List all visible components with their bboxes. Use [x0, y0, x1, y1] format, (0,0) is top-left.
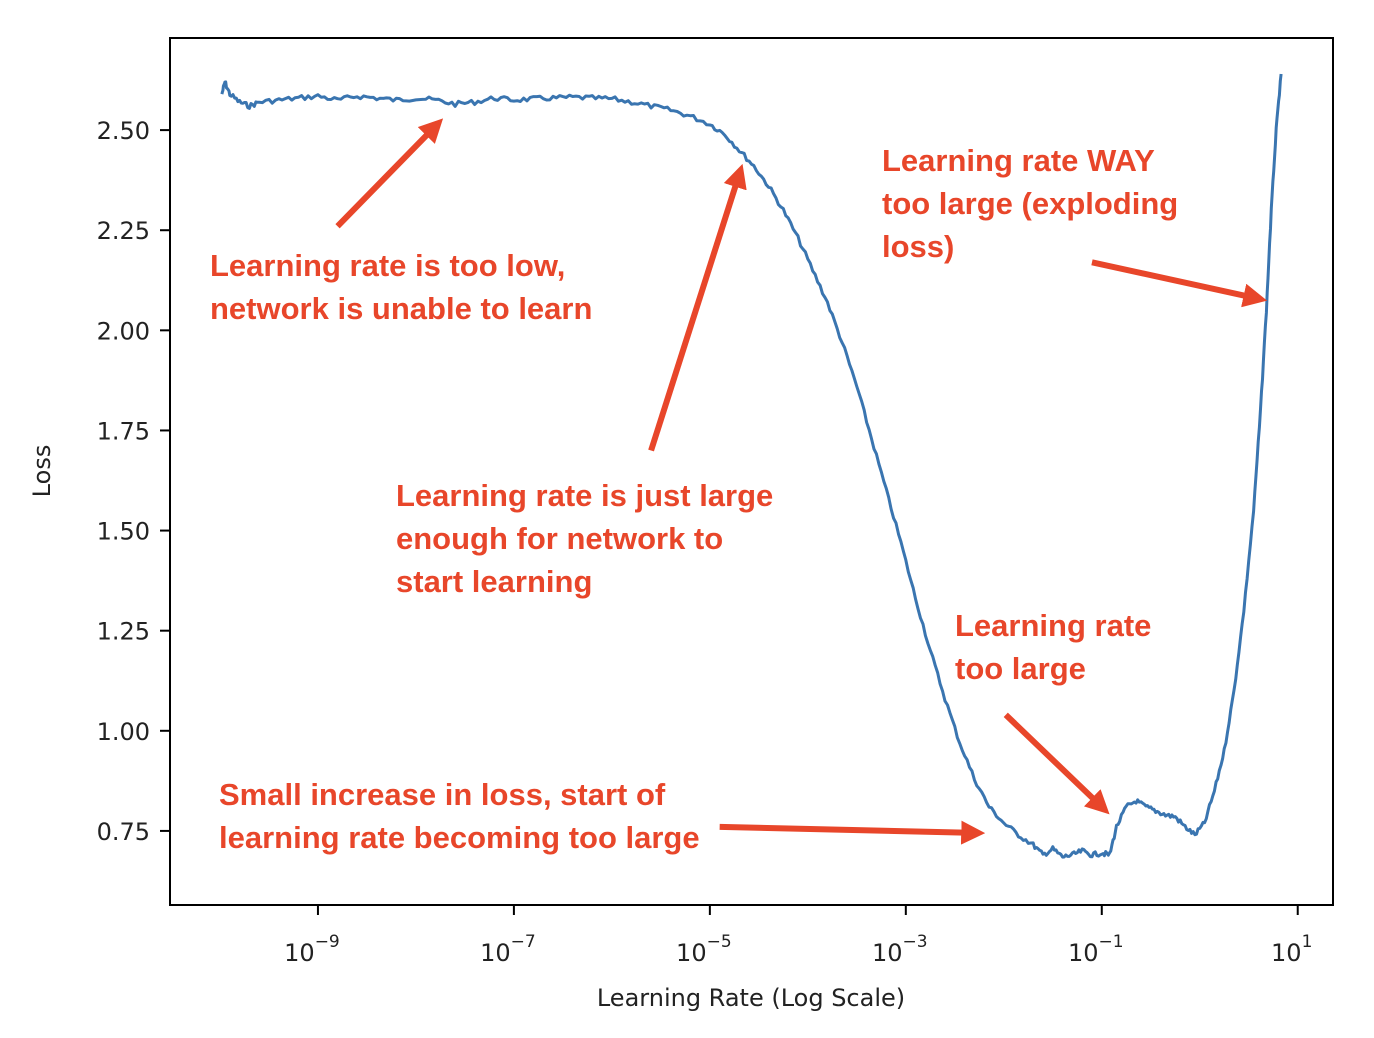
- plot-background: [170, 38, 1333, 905]
- annotation-line: Learning rate WAY: [882, 143, 1155, 178]
- plot-frame: [169, 37, 1334, 906]
- y-axis: 2.50 2.25 2.00 1.75 1.50 1.25 1.00 0.75: [97, 117, 170, 846]
- x-tick-exponent: −9: [315, 932, 340, 952]
- series-line-loss: [220, 73, 1283, 859]
- x-tick-exponent: −1: [1099, 932, 1124, 952]
- annotation-line: too large (exploding: [882, 186, 1178, 221]
- annotation-arrow: [1003, 712, 1110, 815]
- annotation-text: Small increase in loss, start of learning…: [219, 777, 700, 855]
- annotation-text: Learning rate is too low, network is unab…: [210, 248, 592, 326]
- annotation-line: Learning rate: [955, 608, 1151, 643]
- annotation-text: Learning rate WAY too large (exploding los…: [882, 143, 1178, 264]
- x-tick-exponent: −7: [511, 932, 536, 952]
- y-tick-label: 2.50: [97, 117, 150, 145]
- y-tick-label: 2.25: [97, 217, 150, 245]
- y-axis-label: Loss: [28, 445, 56, 498]
- x-tick-base: 10: [872, 939, 903, 967]
- y-tick-label: 1.25: [97, 618, 150, 646]
- x-tick-label: 101: [1271, 932, 1312, 967]
- y-tick-label: 1.75: [97, 417, 150, 445]
- annotation-text: Learning rate too large: [955, 608, 1151, 686]
- annotation-line: loss): [882, 229, 954, 264]
- x-tick-label: 10−5: [676, 932, 732, 967]
- annotations-layer: Learning rate is too low, network is unab…: [210, 118, 1268, 855]
- x-tick-exponent: −5: [707, 932, 732, 952]
- annotation-line: Learning rate is too low,: [210, 248, 565, 283]
- x-tick-label: 10−7: [480, 932, 536, 967]
- x-tick-base: 10: [1271, 939, 1302, 967]
- series-layer: [220, 73, 1283, 859]
- x-tick-base: 10: [676, 939, 707, 967]
- y-tick-label: 1.00: [97, 718, 150, 746]
- annotation-line: Small increase in loss, start of: [219, 777, 666, 812]
- x-tick-base: 10: [480, 939, 511, 967]
- x-tick-exponent: −3: [903, 932, 928, 952]
- annotation-line: start learning: [396, 564, 592, 599]
- y-tick-label: 2.00: [97, 317, 150, 345]
- x-tick-label: 10−3: [872, 932, 928, 967]
- annotation-line: too large: [955, 651, 1086, 686]
- x-tick-label: 10−9: [284, 932, 340, 967]
- x-tick-base: 10: [284, 939, 315, 967]
- annotation-line: Learning rate is just large: [396, 478, 773, 513]
- annotation-arrow: [1091, 259, 1268, 308]
- x-tick-label: 10−1: [1068, 932, 1124, 967]
- annotation-line: network is unable to learn: [210, 291, 592, 326]
- annotation-arrow: [719, 820, 986, 845]
- annotation-arrow: [648, 163, 747, 452]
- y-tick-label: 0.75: [97, 818, 150, 846]
- annotation-line: learning rate becoming too large: [219, 820, 700, 855]
- annotation-text: Learning rate is just large enough for ne…: [396, 478, 773, 599]
- y-tick-label: 1.50: [97, 518, 150, 546]
- x-tick-base: 10: [1068, 939, 1099, 967]
- x-axis: 10−9 10−7 10−5 10−3 10−1 101: [284, 905, 1312, 967]
- x-tick-exponent: 1: [1302, 932, 1313, 952]
- annotation-line: enough for network to: [396, 521, 723, 556]
- x-axis-label: Learning Rate (Log Scale): [597, 984, 905, 1012]
- annotation-arrow: [335, 118, 444, 229]
